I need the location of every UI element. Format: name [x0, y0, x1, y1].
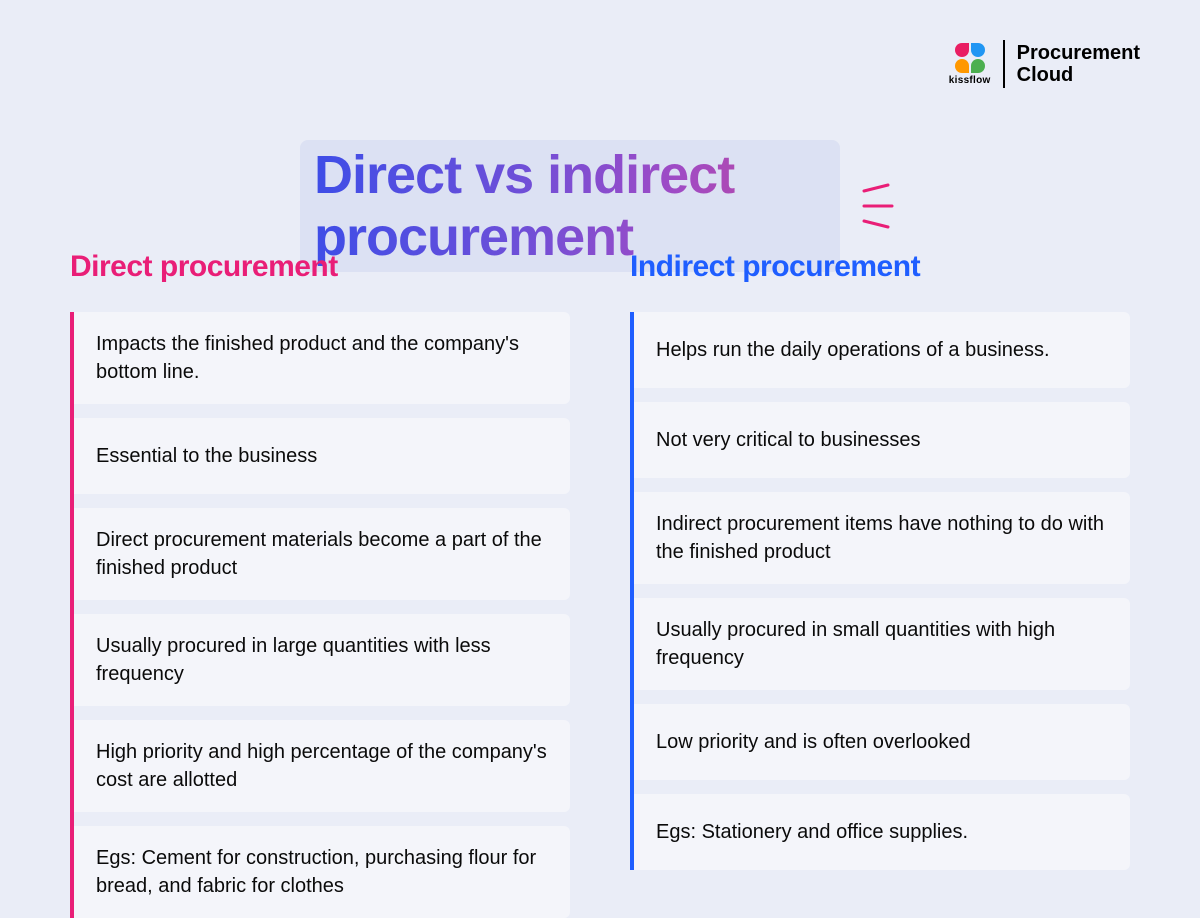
list-item: Helps run the daily operations of a busi…	[634, 312, 1130, 388]
list-item: High priority and high percentage of the…	[74, 720, 570, 812]
indirect-column: Indirect procurement Helps run the daily…	[630, 250, 1130, 918]
list-item: Impacts the finished product and the com…	[74, 312, 570, 404]
logo-brand-text: kissflow	[949, 75, 991, 86]
logo-product-text: Procurement Cloud	[1017, 42, 1140, 86]
logo-product-line1: Procurement	[1017, 42, 1140, 64]
indirect-heading: Indirect procurement	[630, 250, 1130, 284]
list-item: Egs: Stationery and office supplies.	[634, 794, 1130, 870]
logo-product-line2: Cloud	[1017, 64, 1140, 86]
direct-items: Impacts the finished product and the com…	[70, 312, 570, 918]
list-item: Usually procured in large quantities wit…	[74, 614, 570, 706]
list-item: Not very critical to businesses	[634, 402, 1130, 478]
list-item: Indirect procurement items have nothing …	[634, 492, 1130, 584]
logo-divider	[1003, 40, 1005, 88]
comparison-columns: Direct procurement Impacts the finished …	[70, 250, 1130, 918]
indirect-items: Helps run the daily operations of a busi…	[630, 312, 1130, 870]
list-item: Usually procured in small quantities wit…	[634, 598, 1130, 690]
accent-lines-icon	[860, 181, 900, 231]
direct-heading: Direct procurement	[70, 250, 570, 284]
direct-column: Direct procurement Impacts the finished …	[70, 250, 570, 918]
list-item: Egs: Cement for construction, purchasing…	[74, 826, 570, 918]
list-item: Direct procurement materials become a pa…	[74, 508, 570, 600]
brand-logo: kissflow Procurement Cloud	[949, 40, 1140, 88]
kissflow-logo-icon: kissflow	[949, 43, 991, 86]
list-item: Low priority and is often overlooked	[634, 704, 1130, 780]
list-item: Essential to the business	[74, 418, 570, 494]
